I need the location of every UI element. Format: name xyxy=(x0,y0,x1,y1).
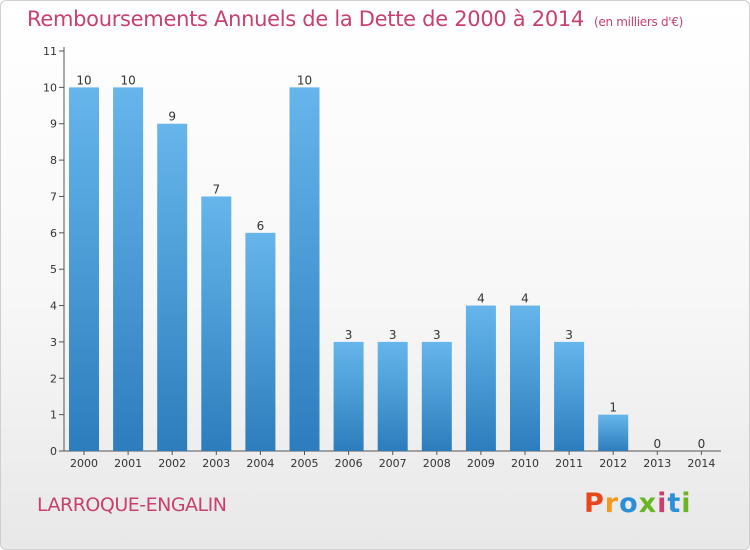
x-tick-label: 2005 xyxy=(291,457,319,470)
y-tick-label: 8 xyxy=(50,154,57,167)
chart-title-text: Remboursements Annuels de la Dette de 20… xyxy=(27,7,584,31)
y-tick-label: 3 xyxy=(50,336,57,349)
x-tick-label: 2007 xyxy=(379,457,407,470)
x-tick-label: 2011 xyxy=(555,457,583,470)
chart-title-unit: (en milliers d'€) xyxy=(594,15,684,29)
bar xyxy=(245,232,276,451)
y-tick-label: 5 xyxy=(50,263,57,276)
x-tick-label: 2003 xyxy=(202,457,230,470)
logo-letter: x xyxy=(638,488,658,519)
bar xyxy=(377,341,408,451)
data-label: 0 xyxy=(698,437,706,451)
y-tick-label: 0 xyxy=(50,445,57,458)
data-label: 1 xyxy=(609,401,617,415)
data-label: 10 xyxy=(76,73,91,87)
x-tick-label: 2004 xyxy=(246,457,274,470)
data-label: 3 xyxy=(345,328,353,342)
bar xyxy=(554,341,585,451)
data-label: 4 xyxy=(477,292,485,306)
y-tick-label: 11 xyxy=(43,45,57,58)
bar xyxy=(157,123,188,452)
bar xyxy=(69,87,99,451)
bar xyxy=(289,87,320,451)
logo-letter: o xyxy=(619,488,639,519)
y-tick-label: 10 xyxy=(43,81,57,94)
commune-name: LARROQUE-ENGALIN xyxy=(37,494,227,516)
data-label: 3 xyxy=(389,328,397,342)
y-tick-label: 1 xyxy=(50,409,57,422)
bar xyxy=(201,196,232,451)
y-tick-label: 2 xyxy=(50,372,57,385)
logo-letter: i xyxy=(681,488,692,519)
x-tick-label: 2000 xyxy=(70,457,98,470)
x-tick-label: 2014 xyxy=(687,457,715,470)
proxiti-logo: Proxiti xyxy=(584,488,692,519)
logo-letter: P xyxy=(584,488,605,519)
x-tick-label: 2013 xyxy=(643,457,671,470)
y-tick-label: 9 xyxy=(50,118,57,131)
x-tick-label: 2006 xyxy=(335,457,363,470)
data-label: 3 xyxy=(565,328,573,342)
y-tick-label: 4 xyxy=(50,300,57,313)
data-label: 6 xyxy=(257,219,265,233)
data-label: 9 xyxy=(168,110,176,124)
bar xyxy=(333,341,364,451)
x-tick-label: 2008 xyxy=(423,457,451,470)
chart-labels: 2000102001102002920037200462005102006320… xyxy=(70,73,715,470)
data-label: 0 xyxy=(653,437,661,451)
x-tick-label: 2012 xyxy=(599,457,627,470)
x-tick-label: 2002 xyxy=(158,457,186,470)
bar xyxy=(598,414,629,451)
data-label: 10 xyxy=(297,73,312,87)
chart-bars xyxy=(69,87,629,452)
bar xyxy=(421,341,452,451)
logo-letter: t xyxy=(667,488,682,519)
logo-letter: r xyxy=(604,488,620,519)
bar xyxy=(465,305,496,451)
x-tick-label: 2001 xyxy=(114,457,142,470)
x-tick-label: 2009 xyxy=(467,457,495,470)
data-label: 7 xyxy=(212,182,220,196)
bar xyxy=(113,87,144,451)
chart-title: Remboursements Annuels de la Dette de 20… xyxy=(27,7,683,31)
data-label: 10 xyxy=(120,73,135,87)
logo-letter: i xyxy=(657,488,668,519)
y-tick-label: 6 xyxy=(50,227,57,240)
data-label: 3 xyxy=(433,328,441,342)
y-tick-label: 7 xyxy=(50,190,57,203)
x-tick-label: 2010 xyxy=(511,457,539,470)
bar xyxy=(510,305,540,451)
data-label: 4 xyxy=(521,292,529,306)
